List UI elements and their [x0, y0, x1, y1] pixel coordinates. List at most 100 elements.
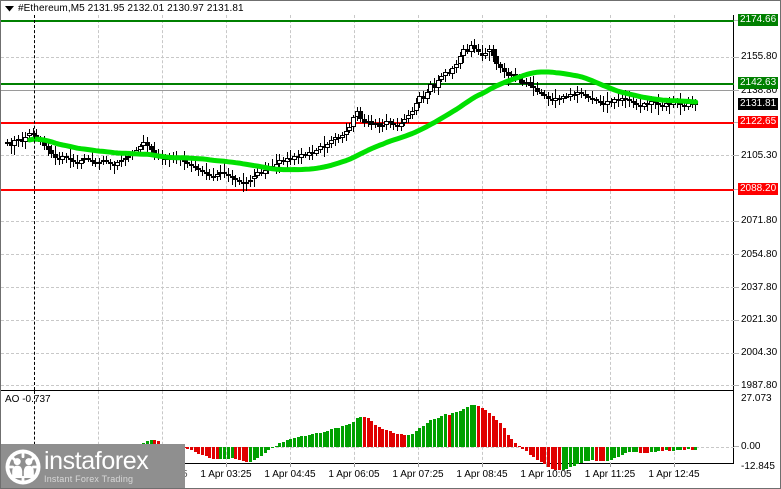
ao-bar: [694, 447, 698, 450]
ao-bar: [646, 447, 650, 454]
candle-body: [137, 146, 143, 151]
candle-body: [501, 68, 507, 73]
time-axis-label: 1 Apr 03:25: [200, 469, 252, 480]
price-tag-green[interactable]: 2174.66: [738, 14, 779, 26]
gridline-horizontal: [1, 353, 734, 354]
ao-bar: [215, 447, 219, 460]
moving-average-path: [27, 69, 699, 173]
ao-bar: [296, 437, 300, 447]
candle-wick: [180, 155, 181, 166]
ao-bar: [351, 421, 355, 447]
candle-wick: [489, 45, 491, 62]
candle-body: [343, 130, 349, 135]
candle-body: [413, 103, 419, 112]
candle-wick: [592, 90, 594, 105]
ao-bar: [491, 416, 495, 447]
candle-body: [148, 146, 154, 151]
ao-bar: [274, 446, 278, 448]
candle-wick: [551, 92, 553, 106]
ao-bar: [506, 434, 510, 447]
candle-body: [78, 160, 84, 164]
price-tag-red[interactable]: 2088.20: [738, 182, 779, 195]
ao-bar: [263, 447, 267, 453]
chart-header: #Ethereum,M5 2131.95 2132.01 2130.97 213…: [1, 1, 780, 15]
chevron-down-icon[interactable]: [1, 1, 17, 15]
candle-body: [189, 163, 194, 166]
ao-bar: [558, 447, 561, 471]
time-axis-label: 1 Apr 08:45: [456, 469, 508, 480]
candle-body: [328, 140, 334, 145]
ao-bar: [322, 431, 326, 447]
candle-body: [86, 158, 91, 160]
price-axis-tick: [734, 57, 739, 58]
price-chart-pane[interactable]: [1, 15, 734, 390]
ao-bar: [455, 412, 458, 447]
candle-body: [251, 175, 257, 180]
candle-body: [233, 177, 239, 180]
ao-bar: [311, 434, 315, 447]
candle-body: [468, 44, 474, 53]
ao-bar: [410, 433, 414, 447]
candle-wick: [275, 153, 277, 174]
ao-bar: [252, 447, 256, 461]
ao-bar: [458, 410, 462, 447]
candle-wick: [272, 158, 273, 171]
ao-bar: [473, 404, 477, 447]
candle-wick: [290, 150, 292, 165]
price-axis-label: 2138.80: [741, 84, 778, 96]
candle-wick: [669, 96, 671, 115]
gridline-horizontal: [1, 287, 734, 288]
ao-bar: [679, 447, 683, 450]
time-axis-tick: [290, 464, 291, 467]
candle-body: [71, 160, 77, 162]
candle-body: [582, 93, 588, 96]
ao-bar: [451, 412, 455, 447]
price-tag-red[interactable]: 2122.65: [738, 115, 779, 128]
candle-body: [222, 171, 228, 174]
ao-bar: [657, 447, 661, 451]
gridline-vertical: [226, 15, 227, 390]
price-tag-black[interactable]: 2131.81: [738, 97, 779, 110]
crosshair-vertical-line: [34, 15, 35, 390]
ao-bar: [502, 428, 506, 447]
price-axis-tick: [734, 254, 739, 255]
gridline-vertical: [98, 15, 99, 390]
candle-body: [435, 79, 441, 88]
price-axis-label: 2037.80: [741, 281, 778, 293]
candle-body: [454, 64, 459, 69]
candle-body: [630, 101, 636, 104]
candle-body: [476, 48, 481, 53]
level-line-support: [1, 189, 734, 191]
candle-body: [214, 173, 220, 178]
candle-wick: [559, 94, 560, 105]
candle-wick: [507, 68, 509, 86]
candle-wick: [99, 157, 100, 171]
candle-body: [104, 160, 110, 162]
candle-body: [597, 101, 603, 104]
candle-body: [417, 95, 423, 104]
ao-bar: [653, 447, 657, 452]
ao-bar: [528, 447, 532, 455]
ao-bar: [635, 447, 639, 453]
candle-body: [461, 48, 467, 57]
ao-bar: [318, 432, 322, 447]
candle-body: [439, 76, 445, 80]
gridline-vertical: [546, 15, 547, 390]
price-tag-green[interactable]: 2142.63: [738, 76, 779, 89]
candle-wick: [533, 75, 535, 96]
ao-bar: [359, 417, 363, 447]
ao-bar: [613, 447, 617, 459]
ao-bar: [212, 447, 216, 459]
price-axis[interactable]: 2174.66 2155.80 2138.80 2122.65 2105.30 2088.…: [734, 14, 780, 472]
ao-bar: [153, 440, 157, 447]
ao-bar: [370, 420, 374, 447]
candle-wick: [397, 117, 399, 131]
ao-bar: [388, 431, 392, 447]
ao-bar: [616, 447, 620, 457]
ao-bar: [304, 435, 308, 447]
ao-bar: [234, 447, 238, 459]
time-axis-tick: [418, 464, 419, 467]
ao-bar: [241, 447, 245, 462]
candle-body: [49, 150, 55, 155]
candle-body: [126, 156, 132, 159]
